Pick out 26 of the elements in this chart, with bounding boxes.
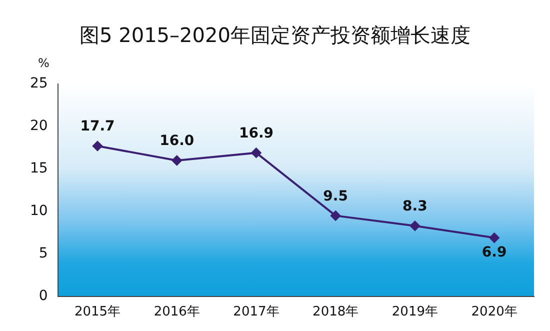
x-tick-label: 2020年 bbox=[471, 304, 518, 320]
point bbox=[251, 148, 262, 158]
x-tick-label: 2017年 bbox=[233, 304, 280, 320]
x-tick-label: 2016年 bbox=[154, 304, 200, 320]
point bbox=[92, 141, 102, 152]
y-tick-label: 5 bbox=[38, 246, 48, 262]
y-tick-label: 25 bbox=[30, 76, 48, 92]
data-label: 6.9 bbox=[482, 244, 507, 260]
data-label: 8.3 bbox=[402, 198, 428, 215]
chart-title: 图5 2015–2020年固定资产投资额增长速度 bbox=[78, 22, 472, 49]
data-label: 17.7 bbox=[80, 118, 115, 135]
y-tick-label: 15 bbox=[30, 160, 48, 177]
y-tick-label: 10 bbox=[30, 203, 48, 220]
point bbox=[410, 220, 420, 231]
x-tick-label: 2015年 bbox=[74, 304, 121, 320]
point bbox=[172, 155, 182, 166]
y-axis-title: % bbox=[38, 56, 50, 70]
y-tick-label: 20 bbox=[30, 118, 48, 134]
data-label: 9.5 bbox=[323, 188, 348, 204]
data-label: 16.9 bbox=[238, 125, 274, 142]
point bbox=[489, 232, 500, 243]
y-tick-label: 0 bbox=[38, 288, 48, 304]
x-tick-label: 2019年 bbox=[392, 304, 438, 320]
data-label: 16.0 bbox=[160, 133, 194, 150]
point bbox=[330, 210, 341, 221]
x-tick-label: 2018年 bbox=[312, 304, 359, 320]
